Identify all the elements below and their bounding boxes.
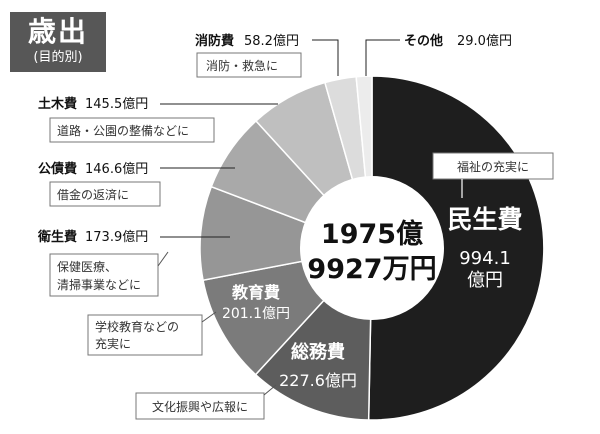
kyoiku-note-line1: 学校教育などの [95,319,179,334]
minsei-unit: 億円 [467,270,503,291]
minsei-note-box [432,152,554,180]
somu-value: 227.6億円 [279,371,357,390]
chart-title: 歳出 [27,15,88,48]
doboku-value: 145.5億円 [85,96,148,112]
kyoiku-label: 教育費 [232,283,280,302]
eisei-note-box [49,253,159,297]
kyoiku-note-line2: 充実に [95,336,131,351]
shobo-note: 消防・救急に [206,58,278,73]
eisei-note-line1: 保健医療、 [57,260,117,274]
other-value: 29.0億円 [457,33,512,49]
eisei-note-pointer [157,251,169,267]
minsei-note: 福祉の充実に [457,159,529,174]
eisei-label: 衛生費 [37,229,77,245]
other-label: その他 [404,33,443,49]
kyoiku-note-pointer [201,311,217,323]
somu-note-box [135,392,265,420]
shobo-note-box [196,52,302,78]
shobo-value: 58.2億円 [244,33,299,49]
kyoiku-note-box [87,314,203,356]
center-circle [300,176,444,320]
somu-note-pointer [263,384,277,396]
minsei-label: 民生費 [447,205,522,234]
kyoiku-value: 201.1億円 [222,306,290,322]
eisei-note-line2: 清掃事業などに [57,277,141,292]
doboku-label: 土木費 [38,96,77,112]
shobo-label: 消防費 [195,33,234,49]
kosai-label: 公債費 [38,161,77,177]
chart-subtitle: (目的別) [33,50,83,65]
center-total-line2: 9927万円 [307,254,436,285]
kosai-note-box [49,181,161,207]
pie-slice-eisei [199,185,375,282]
somu-note: 文化振興や広報に [152,399,248,414]
doboku-note: 道路・公園の整備などに [57,123,189,138]
other-leader [365,39,400,76]
shobo-leader [312,39,339,76]
eisei-value: 173.9億円 [85,229,148,245]
somu-label: 総務費 [291,341,345,363]
doboku-note-box [49,117,215,143]
title-box: 歳出 (目的別) [10,12,106,72]
kosai-note: 借金の返済に [57,187,129,202]
minsei-value: 994.1 [459,248,511,269]
kosai-value: 146.6億円 [85,161,148,177]
center-total-line1: 1975億 [321,219,423,250]
